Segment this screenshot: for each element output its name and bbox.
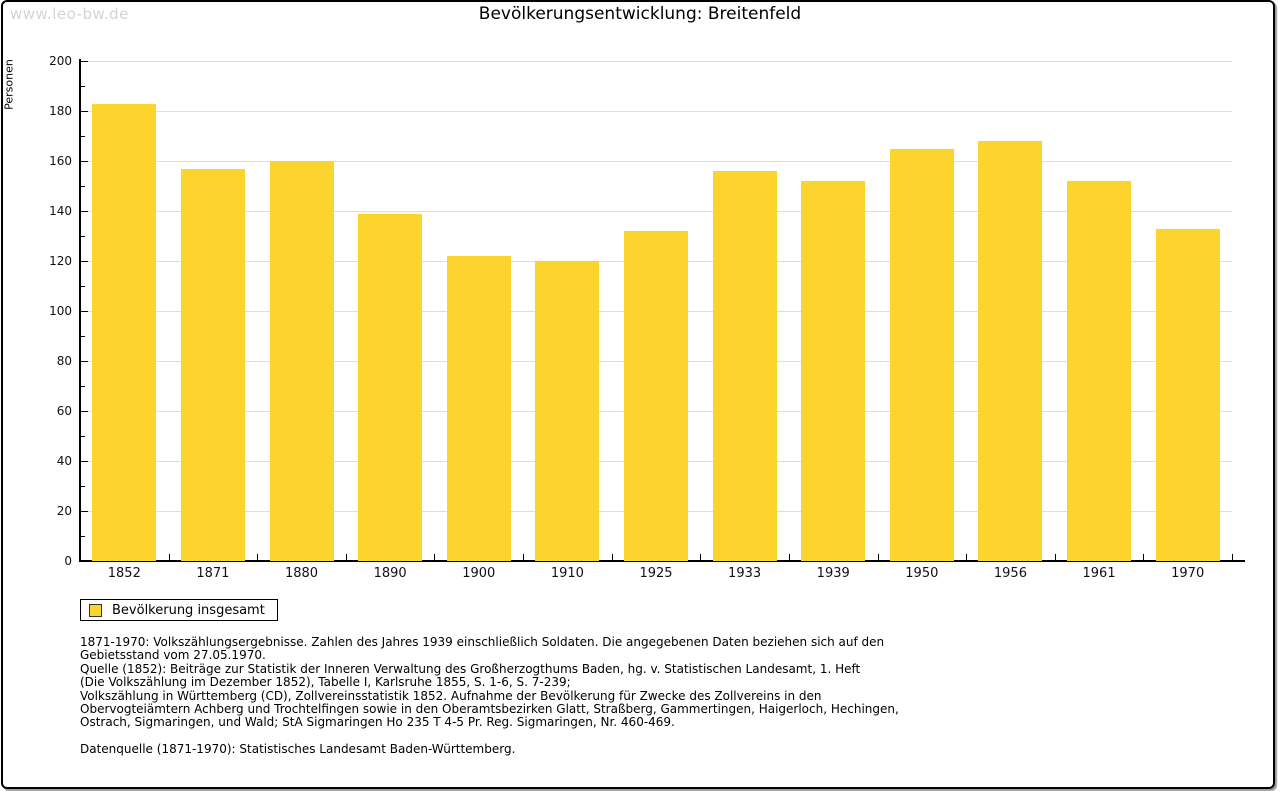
legend-box: Bevölkerung insgesamt — [80, 599, 278, 621]
y-axis-line — [79, 59, 81, 561]
y-tick-label: 100 — [49, 304, 72, 318]
y-major-tick — [81, 461, 88, 462]
x-axis-tick — [345, 554, 347, 560]
y-minor-tick — [81, 336, 85, 337]
bar — [889, 148, 954, 561]
y-minor-tick — [81, 186, 85, 187]
gridline — [81, 161, 1232, 162]
x-axis-tick — [788, 554, 790, 560]
x-axis-tick — [1232, 554, 1233, 560]
y-tick-label: 80 — [56, 354, 72, 368]
y-minor-tick — [81, 86, 85, 87]
footnotes: 1871-1970: Volkszählungsergebnisse. Zahl… — [80, 635, 899, 757]
plot-area — [80, 61, 1232, 561]
y-major-tick — [81, 211, 88, 212]
y-major-tick — [81, 161, 88, 162]
watermark: www.leo-bw.de — [10, 5, 129, 23]
y-minor-tick — [81, 386, 85, 387]
x-tick-label: 1970 — [1171, 566, 1205, 581]
y-minor-tick — [81, 286, 85, 287]
x-tick-label: 1852 — [107, 566, 141, 581]
bar — [269, 161, 334, 561]
x-axis-tick — [700, 554, 702, 560]
x-tick-label: 1956 — [993, 566, 1027, 581]
x-axis-line — [79, 560, 1245, 562]
legend-swatch-icon — [89, 603, 102, 617]
x-axis-tick — [1054, 554, 1056, 560]
y-tick-label: 20 — [56, 504, 72, 518]
chart-title: Bevölkerungsentwicklung: Breitenfeld — [478, 4, 802, 24]
y-major-tick — [81, 411, 88, 412]
y-tick-label: 120 — [49, 254, 72, 268]
y-major-tick — [81, 311, 88, 312]
x-axis-tick — [434, 554, 436, 560]
x-axis-tick — [257, 554, 259, 560]
y-major-tick — [81, 261, 88, 262]
y-tick-label: 60 — [56, 404, 72, 418]
y-tick-label: 140 — [49, 204, 72, 218]
y-major-tick — [81, 361, 88, 362]
bar — [358, 213, 423, 561]
bar — [446, 256, 511, 561]
y-minor-tick — [81, 436, 85, 437]
y-minor-tick — [81, 136, 85, 137]
x-tick-label: 1910 — [550, 566, 584, 581]
bar — [624, 231, 688, 561]
x-axis-tick — [877, 554, 879, 560]
y-major-tick — [81, 61, 88, 62]
y-minor-tick — [81, 536, 85, 537]
bar — [1067, 181, 1132, 561]
y-major-tick — [81, 511, 88, 512]
y-tick-label: 160 — [49, 154, 72, 168]
y-axis-label: Personen — [2, 59, 16, 110]
gridline — [81, 111, 1232, 112]
bar — [535, 261, 600, 561]
x-tick-label: 1900 — [462, 566, 496, 581]
bar — [1155, 228, 1220, 561]
gridline — [81, 211, 1232, 212]
x-tick-label: 1890 — [373, 566, 407, 581]
x-tick-label: 1950 — [905, 566, 939, 581]
gridline — [81, 61, 1232, 62]
x-axis-tick — [611, 554, 613, 560]
bar — [92, 103, 157, 561]
y-tick-label: 0 — [64, 554, 72, 568]
x-axis-tick — [523, 554, 525, 560]
bar — [712, 171, 777, 561]
x-tick-label: 1871 — [196, 566, 230, 581]
y-major-tick — [81, 111, 88, 112]
x-tick-label: 1961 — [1082, 566, 1116, 581]
x-tick-label: 1939 — [816, 566, 850, 581]
x-axis-tick — [168, 554, 170, 560]
y-minor-tick — [81, 486, 85, 487]
y-tick-label: 180 — [49, 104, 72, 118]
x-tick-label: 1880 — [284, 566, 319, 581]
x-tick-label: 1933 — [728, 566, 762, 581]
x-axis-tick — [1143, 554, 1145, 560]
x-axis-tick — [966, 554, 968, 560]
y-minor-tick — [81, 236, 85, 237]
bar — [801, 181, 866, 561]
bar — [978, 141, 1043, 561]
legend-label: Bevölkerung insgesamt — [112, 602, 265, 618]
y-tick-label: 40 — [56, 454, 72, 468]
y-tick-label: 200 — [49, 54, 72, 68]
bar — [180, 168, 245, 561]
x-tick-label: 1925 — [639, 566, 673, 581]
